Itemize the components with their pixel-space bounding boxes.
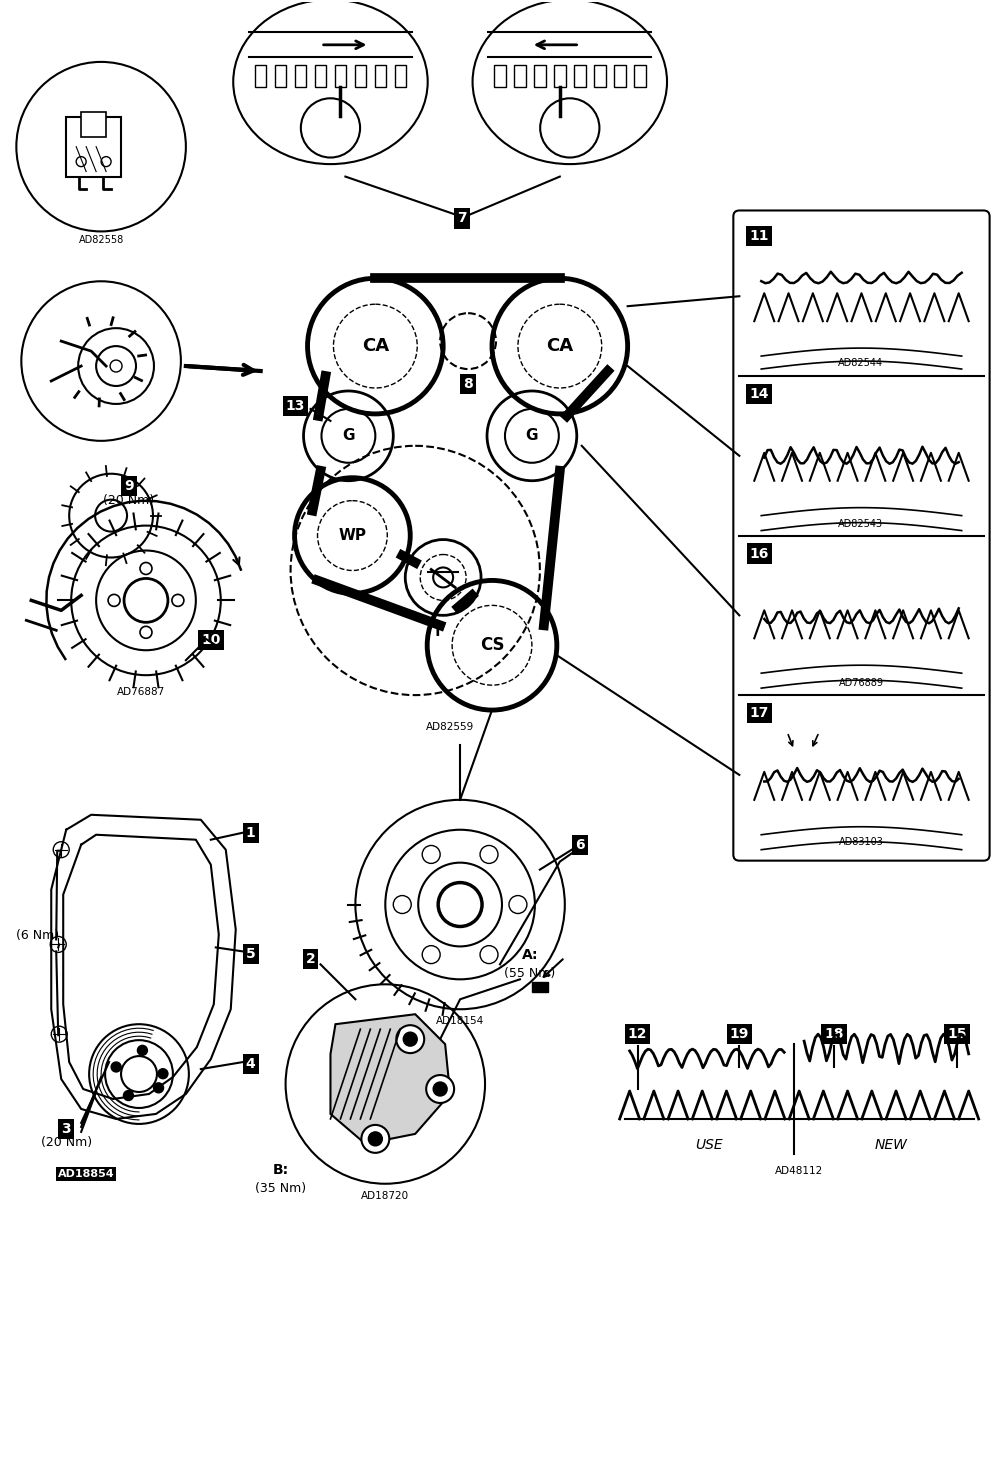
Text: 8: 8 (463, 378, 473, 391)
Bar (66, 117, 121, 177)
Text: AD82559: AD82559 (426, 723, 474, 732)
Bar (295, 65, 307, 87)
Text: 9: 9 (124, 479, 134, 493)
Text: 15: 15 (947, 1027, 966, 1041)
Text: 6: 6 (575, 838, 584, 851)
Text: (35 Nm): (35 Nm) (255, 1181, 307, 1195)
Bar (81, 112, 106, 137)
Text: 5: 5 (246, 947, 256, 962)
Text: AD83103: AD83103 (838, 836, 884, 847)
Text: CA: CA (547, 338, 573, 355)
Text: 12: 12 (628, 1027, 648, 1041)
Bar (334, 65, 346, 87)
Text: (20 Nm): (20 Nm) (103, 494, 155, 506)
Bar (395, 65, 407, 87)
Bar (354, 65, 366, 87)
Circle shape (434, 1083, 447, 1096)
Text: AD18154: AD18154 (435, 1016, 484, 1027)
Bar (614, 65, 626, 87)
Circle shape (154, 1083, 164, 1093)
Text: 10: 10 (201, 633, 220, 648)
Text: AD82558: AD82558 (78, 236, 124, 245)
Circle shape (123, 1090, 134, 1100)
Text: AD18854: AD18854 (58, 1168, 114, 1179)
Circle shape (404, 1032, 418, 1046)
Text: A:: A: (522, 948, 538, 962)
Text: 17: 17 (750, 707, 769, 720)
Text: NEW: NEW (875, 1137, 908, 1152)
Text: 14: 14 (750, 386, 769, 401)
Bar (494, 65, 506, 87)
Circle shape (361, 1125, 389, 1153)
Text: 11: 11 (750, 230, 769, 243)
Text: 13: 13 (286, 398, 306, 413)
Circle shape (368, 1131, 382, 1146)
Text: AD18720: AD18720 (361, 1190, 410, 1201)
Text: CS: CS (480, 636, 504, 655)
Text: AD76887: AD76887 (117, 687, 165, 698)
Circle shape (158, 1069, 168, 1078)
Text: 3: 3 (62, 1122, 71, 1136)
Bar (275, 65, 287, 87)
Text: 19: 19 (730, 1027, 749, 1041)
Bar (634, 65, 646, 87)
Text: CA: CA (362, 338, 389, 355)
Bar (314, 65, 326, 87)
Circle shape (111, 1062, 121, 1072)
Bar (574, 65, 585, 87)
Text: B:: B: (273, 1162, 289, 1177)
Polygon shape (330, 1015, 450, 1143)
Text: AD48112: AD48112 (775, 1165, 823, 1176)
Text: WP: WP (338, 528, 366, 543)
Text: 2: 2 (306, 953, 315, 966)
Text: 18: 18 (824, 1027, 844, 1041)
Bar (594, 65, 606, 87)
Text: 4: 4 (246, 1058, 256, 1071)
Text: G: G (526, 428, 538, 444)
Circle shape (427, 1075, 454, 1103)
Bar (532, 982, 548, 993)
Text: AD82544: AD82544 (838, 358, 884, 369)
Circle shape (138, 1046, 148, 1055)
Text: 16: 16 (750, 547, 769, 560)
Text: G: G (342, 428, 355, 444)
Bar (514, 65, 526, 87)
Bar (375, 65, 386, 87)
Text: 1: 1 (246, 826, 256, 839)
Text: (20 Nm): (20 Nm) (41, 1136, 92, 1149)
Text: (55 Nm): (55 Nm) (504, 968, 556, 981)
Bar (534, 65, 546, 87)
Text: 7: 7 (457, 211, 467, 226)
Text: (6 Nm): (6 Nm) (16, 929, 60, 943)
Bar (554, 65, 565, 87)
Text: USE: USE (695, 1137, 723, 1152)
Text: AD82543: AD82543 (838, 519, 884, 528)
Circle shape (396, 1025, 425, 1053)
Text: AD76889: AD76889 (838, 678, 884, 689)
Text: T: T (434, 625, 443, 639)
Circle shape (110, 360, 122, 372)
Bar (255, 65, 266, 87)
